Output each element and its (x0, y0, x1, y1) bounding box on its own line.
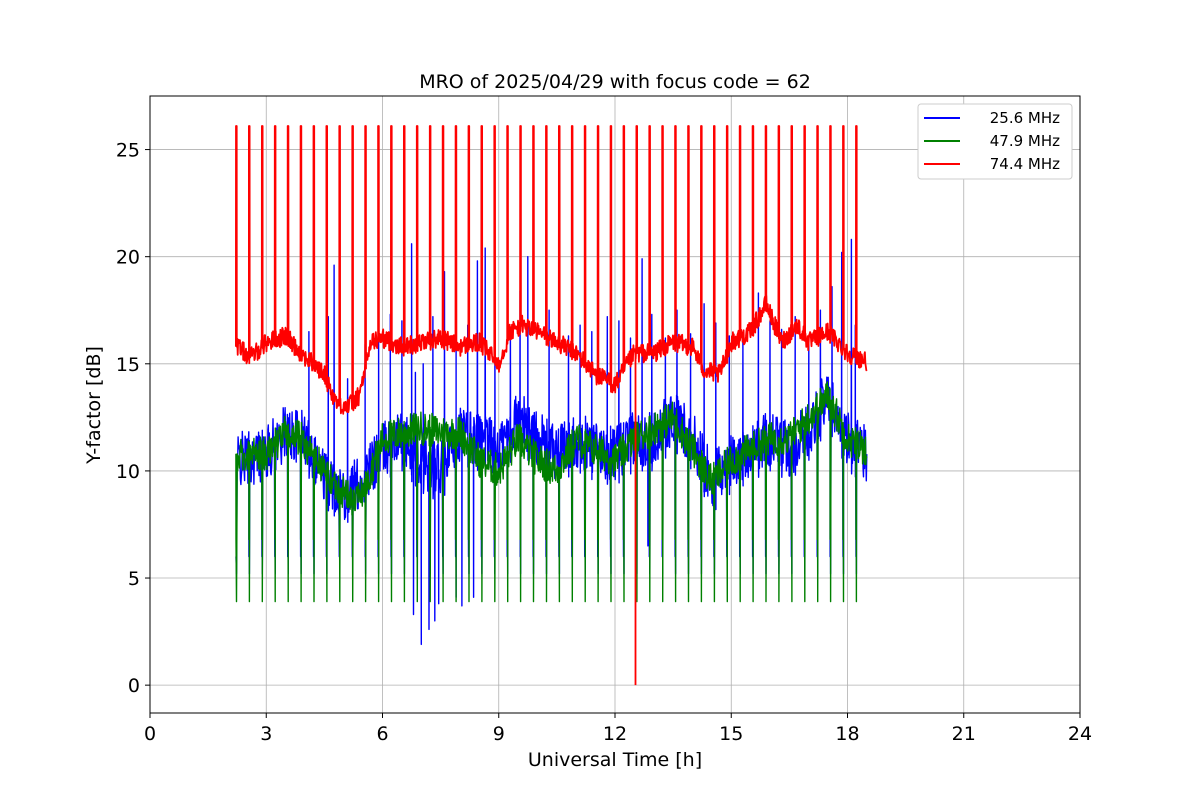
x-tick-label: 15 (719, 723, 743, 745)
y-tick-label: 25 (116, 140, 140, 162)
legend: 25.6 MHz 47.9 MHz 74.4 MHz (917, 103, 1073, 180)
x-tick-label: 6 (376, 723, 388, 745)
axis-ticks: 0 3 6 9 12 15 18 21 24 0 5 10 15 20 25 (116, 140, 1092, 745)
legend-label: 74.4 MHz (990, 155, 1060, 173)
y-tick-label: 0 (128, 675, 140, 697)
x-tick-label: 9 (493, 723, 505, 745)
x-tick-label: 18 (835, 723, 859, 745)
x-tick-label: 21 (952, 723, 976, 745)
x-tick-label: 3 (260, 723, 272, 745)
y-tick-label: 10 (116, 461, 140, 483)
chart-title: MRO of 2025/04/29 with focus code = 62 (419, 71, 811, 93)
plot-series (235, 125, 868, 686)
x-tick-label: 12 (603, 723, 627, 745)
y-tick-label: 20 (116, 247, 140, 269)
x-axis-label: Universal Time [h] (528, 749, 702, 771)
series-line-74-4-mhz (235, 125, 868, 686)
y-tick-label: 15 (116, 354, 140, 376)
legend-label: 47.9 MHz (990, 132, 1060, 150)
x-tick-label: 0 (144, 723, 156, 745)
y-tick-label: 5 (128, 568, 140, 590)
y-axis-label: Y-factor [dB] (83, 346, 105, 465)
series-line-47-9-mhz (235, 381, 868, 603)
legend-box (917, 103, 1073, 180)
x-tick-label: 24 (1068, 723, 1092, 745)
legend-label: 25.6 MHz (990, 109, 1060, 127)
